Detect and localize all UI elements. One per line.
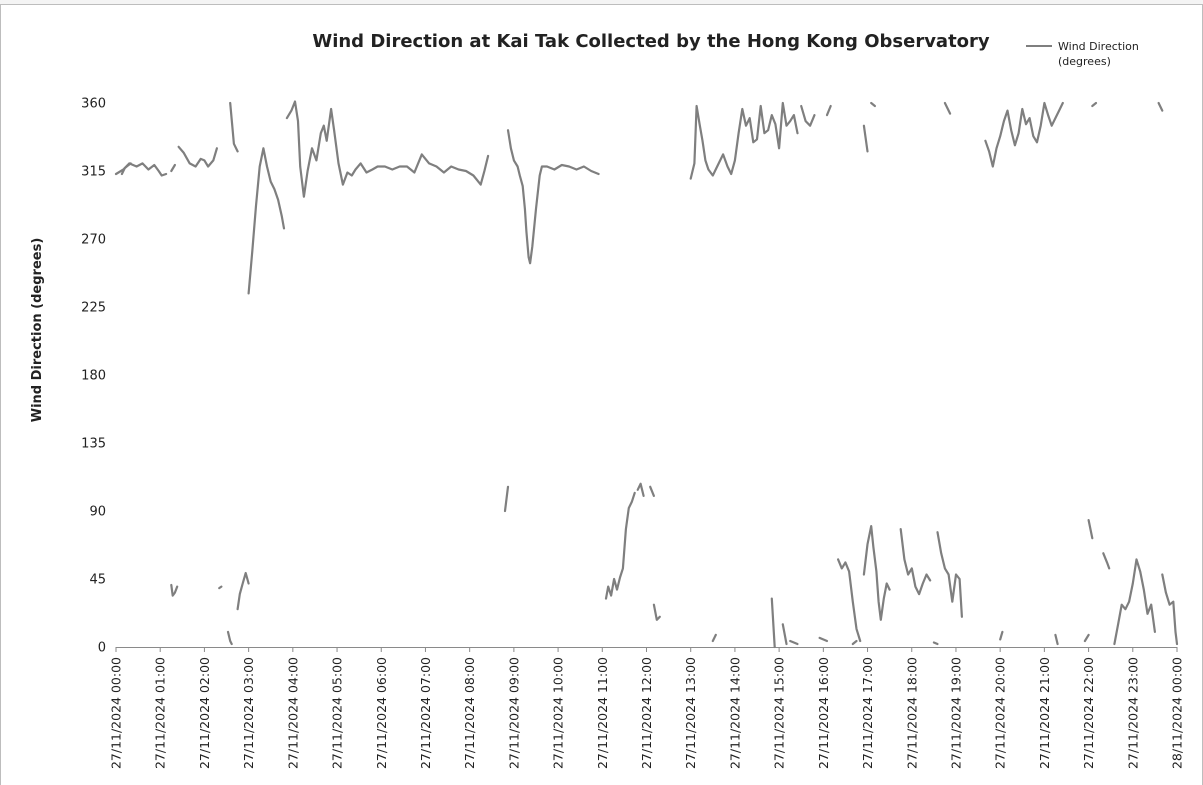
series-line-segment [170, 583, 179, 597]
series-line-segment [770, 597, 776, 649]
series-line-segment [932, 641, 939, 646]
y-tick-label: 0 [98, 641, 106, 656]
y-tick-label: 135 [81, 437, 106, 452]
series-line-segment [1054, 633, 1059, 646]
x-tick-label: 27/11/2024 22:00 [1081, 657, 1096, 769]
series-line-segment [984, 101, 1064, 168]
x-tick-label: 27/11/2024 07:00 [418, 657, 433, 769]
series-line-segment [711, 633, 717, 643]
series-line-segment [236, 571, 250, 611]
x-tick-label: 27/11/2024 17:00 [860, 657, 875, 769]
series-line-segment [899, 527, 932, 596]
series-line-segment [226, 630, 233, 646]
x-tick-label: 27/11/2024 05:00 [330, 657, 345, 769]
legend-label: Wind Direction (degrees) [1058, 40, 1139, 68]
series-line-segment [1157, 101, 1164, 112]
x-tick-label: 27/11/2024 10:00 [551, 657, 566, 769]
series-line-segment [1083, 633, 1090, 643]
x-tick-label: 27/11/2024 20:00 [993, 657, 1008, 769]
x-axis-ticks: 27/11/2024 00:00 27/11/2024 01:00 27/11/20… [109, 647, 1185, 769]
series-line-segment [604, 491, 636, 600]
series-wind-direction [114, 100, 1179, 649]
x-tick-label: 27/11/2024 08:00 [462, 657, 477, 769]
series-line-segment [789, 639, 799, 646]
y-tick-label: 225 [81, 301, 106, 316]
series-line-segment [649, 485, 656, 497]
x-tick-label: 27/11/2024 13:00 [683, 657, 698, 769]
x-tick-label: 27/11/2024 12:00 [639, 657, 654, 769]
chart-title: Wind Direction at Kai Tak Collected by t… [312, 31, 990, 52]
series-line-segment [177, 145, 218, 168]
series-line-segment [862, 524, 891, 621]
series-line-segment [652, 603, 661, 621]
series-line-segment [781, 623, 788, 646]
series-line-segment [229, 101, 239, 153]
series-line-segment [1091, 101, 1098, 108]
series-line-segment [247, 147, 286, 295]
x-tick-label: 27/11/2024 18:00 [904, 657, 919, 769]
x-tick-label: 27/11/2024 00:00 [109, 657, 124, 769]
series-line-segment [689, 101, 799, 180]
series-line-segment [862, 124, 869, 153]
series-line-segment [1113, 558, 1157, 646]
series-line-segment [120, 162, 132, 176]
series-line-segment [825, 104, 832, 117]
y-axis-ticks: 0 45 90 135 180 225 270 315 360 [81, 97, 106, 656]
legend: Wind Direction (degrees) [1026, 40, 1139, 68]
y-tick-label: 270 [81, 233, 106, 248]
x-tick-label: 27/11/2024 06:00 [374, 657, 389, 769]
x-tick-label: 27/11/2024 11:00 [595, 657, 610, 769]
x-tick-label: 27/11/2024 03:00 [241, 657, 256, 769]
series-line-segment [851, 639, 858, 646]
y-axis-label: Wind Direction (degrees) [30, 238, 45, 423]
series-line-segment [503, 485, 510, 513]
x-tick-label: 27/11/2024 09:00 [506, 657, 521, 769]
x-tick-label: 28/11/2024 00:00 [1170, 657, 1185, 769]
series-line-segment [636, 482, 645, 497]
series-line-segment [800, 104, 816, 127]
x-tick-label: 27/11/2024 02:00 [197, 657, 212, 769]
series-line-segment [285, 100, 490, 198]
window-top-edge [0, 0, 1203, 5]
series-line-segment [999, 630, 1004, 641]
series-line-segment [818, 636, 829, 643]
series-line-segment [170, 163, 176, 173]
x-tick-label: 27/11/2024 23:00 [1125, 657, 1140, 769]
y-tick-label: 90 [89, 505, 106, 520]
series-line-segment [936, 531, 964, 618]
x-tick-label: 27/11/2024 04:00 [285, 657, 300, 769]
x-tick-label: 27/11/2024 01:00 [153, 657, 168, 769]
series-line-segment [506, 129, 600, 265]
y-tick-label: 45 [89, 573, 106, 588]
series-line-segment [218, 585, 223, 590]
y-tick-label: 360 [81, 97, 106, 112]
series-line-segment [836, 558, 862, 643]
x-tick-label: 27/11/2024 21:00 [1037, 657, 1052, 769]
series-line-segment [1087, 518, 1094, 540]
series-line-segment [1102, 552, 1111, 570]
series-line-segment [870, 101, 877, 108]
y-tick-label: 315 [81, 165, 106, 180]
series-line-segment [1161, 573, 1179, 646]
x-tick-label: 27/11/2024 14:00 [727, 657, 742, 769]
y-tick-label: 180 [81, 369, 106, 384]
x-tick-label: 27/11/2024 15:00 [772, 657, 787, 769]
x-tick-label: 27/11/2024 16:00 [816, 657, 831, 769]
x-tick-label: 27/11/2024 19:00 [948, 657, 963, 769]
series-line-segment [943, 101, 952, 115]
